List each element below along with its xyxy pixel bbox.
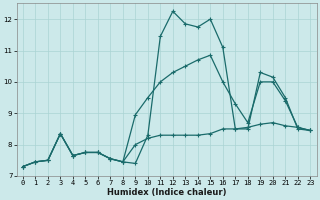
X-axis label: Humidex (Indice chaleur): Humidex (Indice chaleur) [107, 188, 226, 197]
